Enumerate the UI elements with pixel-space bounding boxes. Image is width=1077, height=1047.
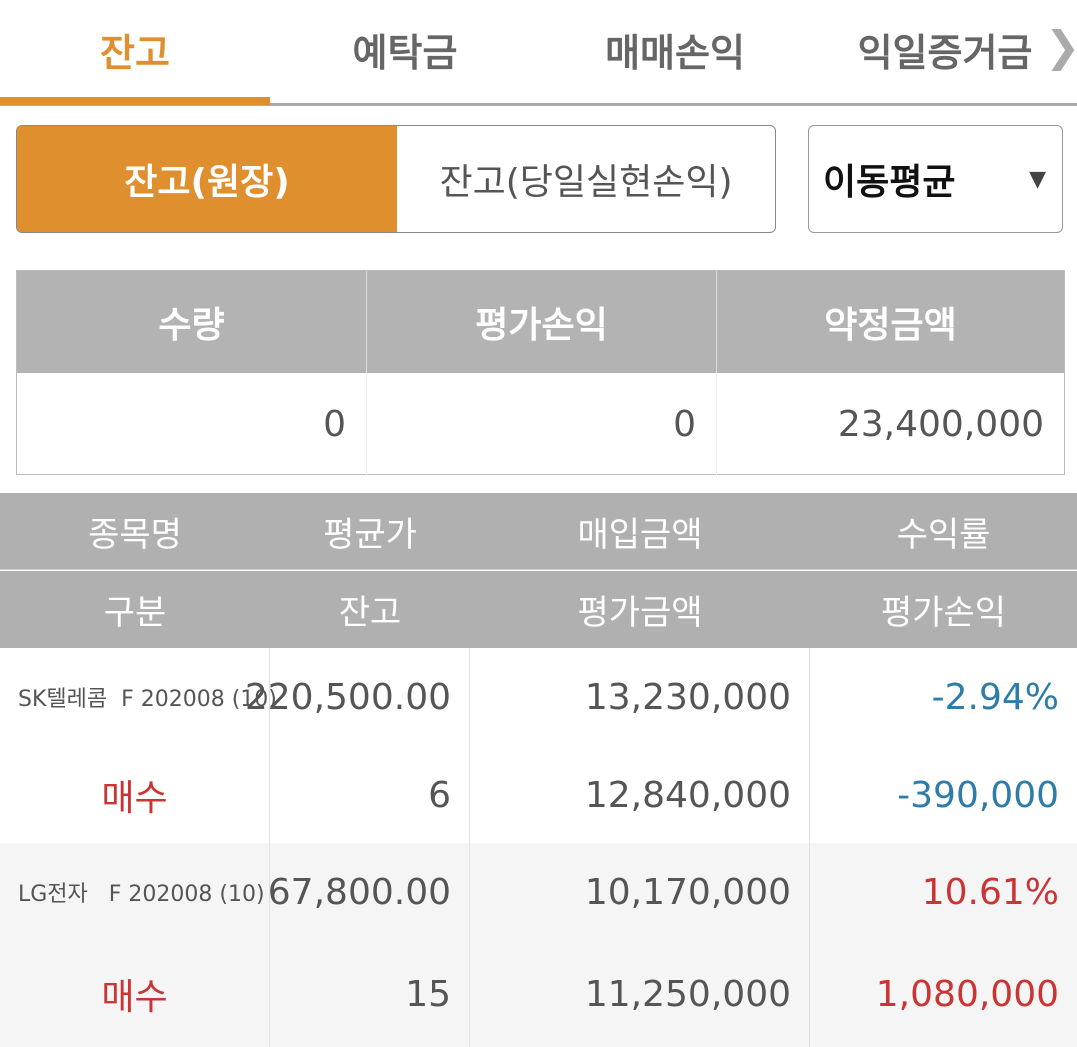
header-buy-amount: 매입금액 (577, 514, 703, 555)
summary-header-pl: 평가손익 (367, 271, 717, 373)
tab-trade-pl[interactable]: 매매손익 (605, 31, 745, 75)
item-name: LG전자 F 202008 (10) (0, 843, 270, 941)
buy-amount: 10,170,000 (470, 843, 810, 941)
qty: 15 (270, 941, 470, 1047)
side: 매수 (0, 941, 270, 1047)
eval-pl: 1,080,000 (875, 973, 1059, 1015)
avg-price: 220,500.00 (245, 648, 470, 746)
qty: 6 (270, 746, 470, 844)
tab-balance[interactable]: 잔고 (100, 31, 170, 75)
summary-pl: 0 (367, 373, 717, 475)
header-eval-amount: 평가금액 (577, 593, 703, 633)
header-return: 수익률 (896, 514, 991, 555)
tab-deposit[interactable]: 예탁금 (352, 31, 458, 75)
active-tab-indicator (0, 97, 270, 105)
eval-amount: 12,840,000 (470, 746, 810, 844)
avg-price: 67,800.00 (268, 843, 470, 941)
side: 매수 (0, 746, 270, 844)
list-header-2: 구분 잔고 평가금액 평가손익 (0, 571, 1077, 648)
header-qty: 잔고 (338, 593, 402, 633)
item-name: SK텔레콤 F 202008 (10) (0, 648, 277, 746)
chevron-right-icon[interactable]: ❯ (1045, 22, 1077, 71)
table-row[interactable]: SK텔레콤 F 202008 (10) 220,500.00 13,230,00… (0, 648, 1077, 746)
balance-type-toggle: 잔고(원장) 잔고(당일실현손익) (16, 125, 776, 233)
summary-header-amount: 약정금액 (717, 271, 1064, 373)
segment-ledger[interactable]: 잔고(원장) (17, 126, 397, 232)
header-eval-pl: 평가손익 (880, 593, 1007, 633)
return-rate: 10.61% (921, 871, 1059, 913)
summary-header-qty: 수량 (17, 271, 367, 373)
tab-next-day-margin[interactable]: 익일증거금 (857, 31, 1033, 75)
table-row[interactable]: LG전자 F 202008 (10) 67,800.00 10,170,000 … (0, 843, 1077, 941)
table-row[interactable]: 매수 6 12,840,000 -390,000 (0, 746, 1077, 844)
table-row[interactable]: 매수 15 11,250,000 1,080,000 (0, 941, 1077, 1047)
buy-amount: 13,230,000 (470, 648, 810, 746)
eval-amount: 11,250,000 (470, 941, 810, 1047)
eval-pl: -390,000 (897, 774, 1059, 816)
tab-bar: 잔고 예탁금 매매손익 익일증거금 ❯ (0, 0, 1077, 106)
average-method-select[interactable]: 이동평균 ▼ (808, 125, 1063, 233)
dropdown-arrow-icon: ▼ (1029, 166, 1046, 192)
segment-realized-pl[interactable]: 잔고(당일실현손익) (439, 162, 733, 203)
summary-table: 수량 평가손익 약정금액 0 0 23,400,000 (16, 270, 1065, 475)
summary-amount: 23,400,000 (837, 403, 1044, 445)
select-value: 이동평균 (823, 162, 956, 203)
list-header-1: 종목명 평균가 매입금액 수익률 (0, 493, 1077, 570)
header-avg-price: 평균가 (323, 514, 417, 555)
return-rate: -2.94% (931, 676, 1059, 718)
header-side: 구분 (103, 593, 167, 633)
summary-qty: 0 (17, 373, 367, 475)
header-name: 종목명 (88, 514, 182, 555)
